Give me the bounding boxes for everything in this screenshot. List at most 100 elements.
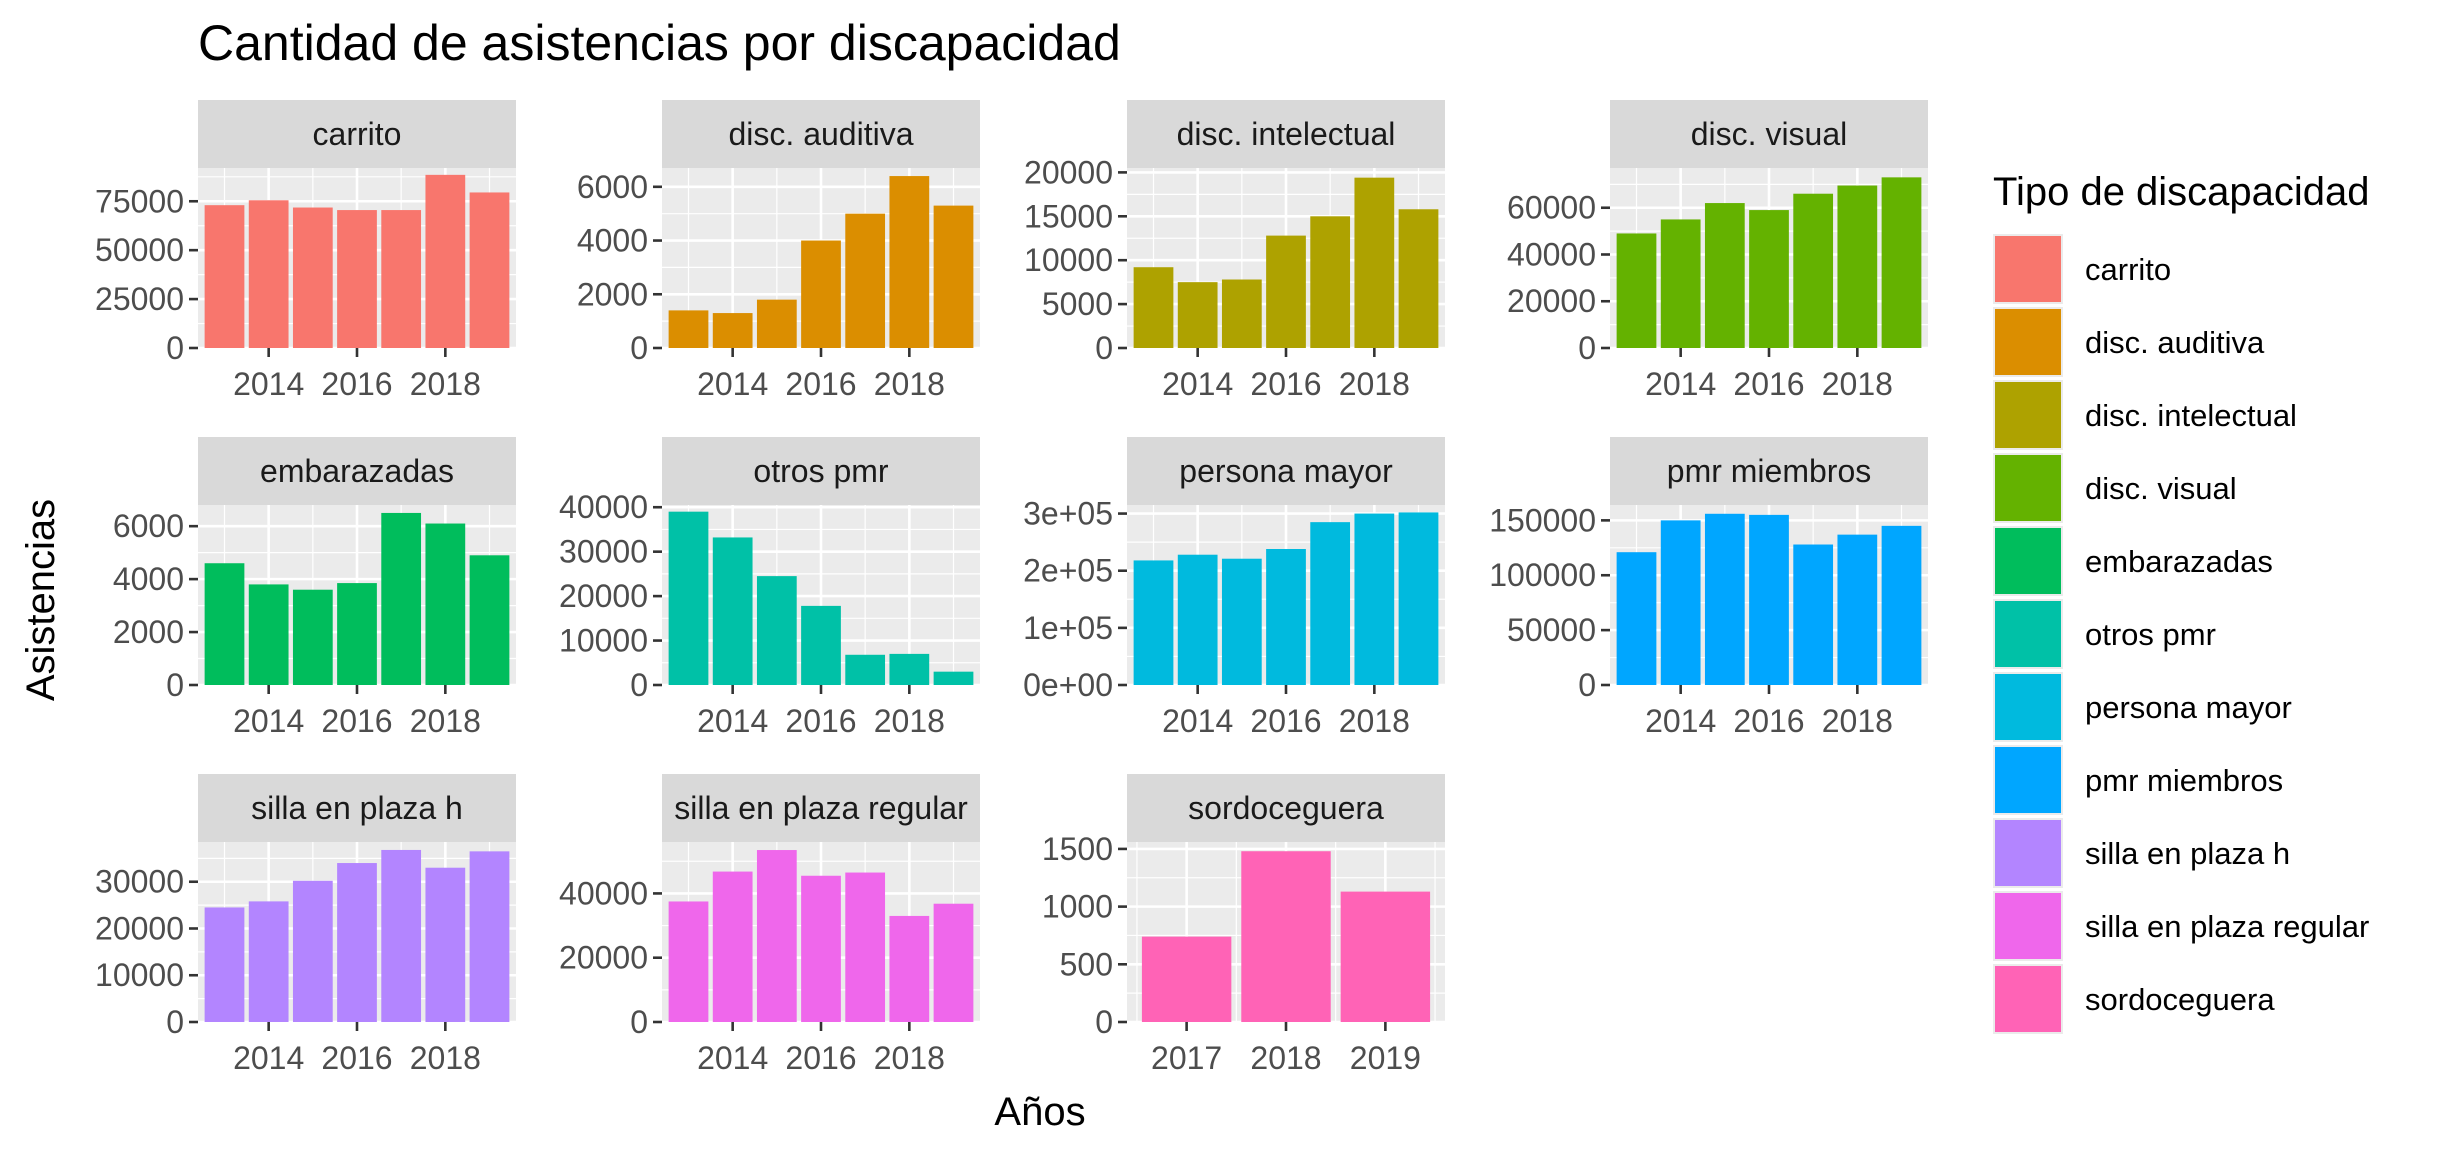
x-tick-label: 2014 (1162, 366, 1233, 402)
bar-otros-pmr-2016 (801, 605, 841, 685)
legend-label: carrito (2085, 252, 2171, 287)
y-tick-label: 40000 (1507, 236, 1596, 272)
x-tick-label: 2014 (697, 366, 768, 402)
bar-silla-en-plaza-h-2018 (425, 867, 466, 1022)
bar-silla-en-plaza-regular-2019 (933, 903, 974, 1022)
bar-pmr-miembros-2017 (1793, 544, 1834, 685)
legend-swatch (1995, 236, 2061, 302)
strip-disc-visual (1610, 100, 1928, 168)
y-tick-label: 0 (166, 330, 184, 366)
strip-label-silla-en-plaza-regular: silla en plaza regular (674, 790, 968, 826)
x-tick-label: 2018 (1339, 703, 1410, 739)
y-tick-label: 30000 (95, 864, 184, 900)
y-tick-label: 100000 (1489, 557, 1596, 593)
bar-disc-auditiva-2016 (801, 240, 841, 348)
bar-silla-en-plaza-regular-2014 (712, 871, 753, 1022)
legend-label: silla en plaza h (2085, 836, 2290, 871)
bar-carrito-2014 (248, 200, 289, 348)
bar-carrito-2019 (469, 192, 510, 348)
bar-sordoceguera-2019 (1340, 891, 1431, 1022)
bar-embarazadas-2017 (381, 512, 422, 685)
x-tick-label: 2016 (321, 703, 392, 739)
bar-silla-en-plaza-regular-2015 (756, 850, 797, 1022)
bar-disc-visual-2016 (1749, 210, 1789, 348)
bar-otros-pmr-2019 (933, 671, 974, 685)
chart-title: Cantidad de asistencias por discapacidad (198, 15, 1121, 71)
legend-item-disc-intelectual: disc. intelectual (1993, 380, 2297, 450)
bar-disc-auditiva-2019 (933, 205, 974, 348)
bar-sordoceguera-2018 (1241, 851, 1331, 1022)
bar-silla-en-plaza-regular-2016 (801, 875, 841, 1022)
legend-swatch (1995, 601, 2061, 667)
bar-embarazadas-2014 (248, 584, 289, 685)
y-tick-label: 1500 (1042, 831, 1113, 867)
bar-pmr-miembros-2018 (1837, 534, 1878, 685)
y-tick-label: 20000 (95, 910, 184, 946)
y-tick-label: 0 (1578, 330, 1596, 366)
bar-silla-en-plaza-regular-2018 (889, 915, 930, 1022)
bar-otros-pmr-2014 (712, 537, 753, 685)
x-tick-label: 2014 (697, 1040, 768, 1076)
legend-label: persona mayor (2085, 690, 2292, 725)
y-tick-label: 0 (630, 330, 648, 366)
y-tick-label: 150000 (1489, 502, 1596, 538)
bar-disc-auditiva-2018 (889, 176, 930, 348)
y-tick-label: 2000 (113, 614, 184, 650)
x-tick-label: 2016 (1250, 366, 1321, 402)
y-tick-label: 25000 (95, 281, 184, 317)
panel-silla-en-plaza-regular: silla en plaza regular 0 20000 40000 2014 201… (559, 774, 980, 1076)
panel-pmr-miembros: pmr miembros 0 50000 100000 150000 2014 2016 20… (1489, 437, 1928, 739)
y-tick-label: 2e+05 (1023, 553, 1113, 589)
legend-label: disc. auditiva (2085, 325, 2265, 360)
strip-label-silla-en-plaza-h: silla en plaza h (251, 790, 463, 826)
bar-disc-intelectual-2017 (1310, 216, 1351, 348)
legend-item-disc-auditiva: disc. auditiva (1993, 307, 2265, 377)
y-tick-label: 15000 (1024, 198, 1113, 234)
strip-label-pmr-miembros: pmr miembros (1667, 453, 1871, 489)
legend-swatch (1995, 966, 2061, 1032)
strip-label-sordoceguera: sordoceguera (1188, 790, 1384, 826)
y-tick-label: 3e+05 (1023, 496, 1113, 532)
y-tick-label: 0 (630, 1004, 648, 1040)
panel-embarazadas: embarazadas 0 2000 4000 6000 2014 2016 2018 (113, 437, 516, 739)
x-tick-label: 2016 (785, 1040, 856, 1076)
bar-disc-visual-2013 (1616, 233, 1657, 348)
strip-disc-auditiva (662, 100, 980, 168)
legend-title: Tipo de discapacidad (1993, 170, 2370, 214)
x-tick-label: 2016 (321, 366, 392, 402)
bar-silla-en-plaza-regular-2013 (668, 901, 709, 1022)
y-tick-label: 75000 (95, 183, 184, 219)
legend-swatch (1995, 820, 2061, 886)
strip-label-disc-visual: disc. visual (1691, 116, 1848, 152)
y-tick-label: 20000 (559, 940, 648, 976)
x-tick-label: 2014 (233, 1040, 304, 1076)
x-tick-label: 2018 (1822, 703, 1893, 739)
y-tick-label: 0 (166, 667, 184, 703)
x-tick-label: 2016 (785, 703, 856, 739)
x-tick-label: 2017 (1151, 1040, 1222, 1076)
legend: Tipo de discapacidad carrito disc. auditi… (1993, 170, 2370, 1034)
x-tick-label: 2016 (785, 366, 856, 402)
legend-swatch (1995, 455, 2061, 521)
x-tick-label: 2014 (697, 703, 768, 739)
bar-sordoceguera-2017 (1141, 936, 1232, 1022)
strip-sordoceguera (1127, 774, 1445, 842)
y-tick-label: 0 (1095, 330, 1113, 366)
x-tick-label: 2016 (1733, 703, 1804, 739)
bar-silla-en-plaza-h-2019 (469, 851, 510, 1022)
y-tick-label: 40000 (559, 489, 648, 525)
x-tick-label: 2018 (1250, 1040, 1321, 1076)
bar-otros-pmr-2018 (889, 653, 930, 685)
legend-label: disc. intelectual (2085, 398, 2297, 433)
x-tick-label: 2018 (874, 1040, 945, 1076)
bar-pmr-miembros-2014 (1660, 520, 1701, 685)
y-tick-label: 5000 (1042, 286, 1113, 322)
bar-disc-visual-2017 (1793, 193, 1834, 348)
x-tick-label: 2014 (233, 703, 304, 739)
y-tick-label: 30000 (559, 534, 648, 570)
panel-sordoceguera: sordoceguera 0 500 1000 1500 2017 2018 2019 (1042, 774, 1445, 1076)
bar-disc-auditiva-2013 (668, 310, 709, 348)
legend-label: otros pmr (2085, 617, 2216, 652)
bar-embarazadas-2016 (337, 583, 377, 685)
